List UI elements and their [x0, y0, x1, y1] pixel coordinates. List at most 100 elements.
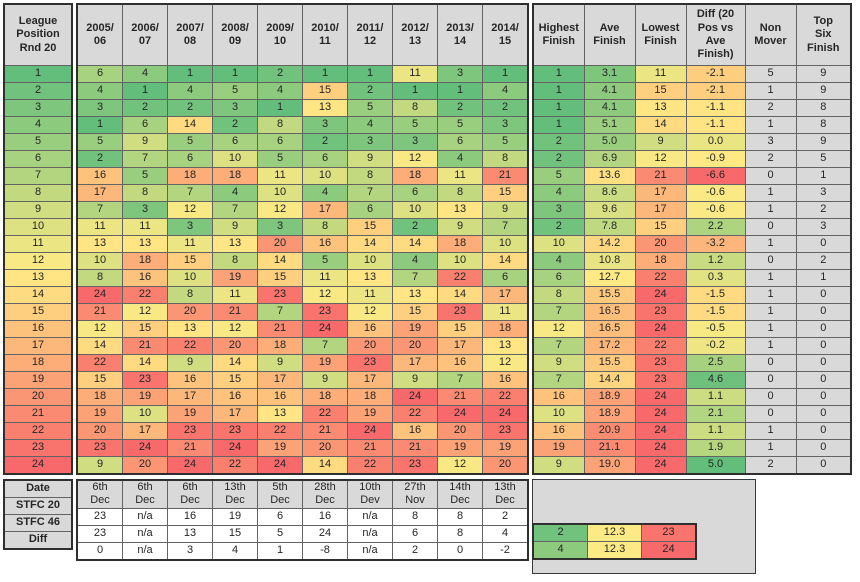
season-value-cell: 16	[437, 354, 483, 372]
date-cell: 10th Dev	[347, 479, 393, 509]
table-row: 20 17 23 23 22 21 24 16 20 23	[76, 422, 529, 440]
non-mover-cell: 1	[744, 320, 797, 338]
diff-cell: -2.1	[685, 65, 746, 83]
season-value-cell: 12	[212, 320, 258, 338]
footer-value-cell: 23	[76, 507, 123, 526]
season-value-cell: 1	[302, 65, 348, 83]
season-value-cell: 6	[302, 150, 348, 168]
lowest-finish-cell: 21	[634, 167, 687, 185]
season-value-cell: 13	[482, 337, 529, 355]
season-value-cell: 19	[76, 405, 123, 423]
season-value-cell: 1	[347, 65, 393, 83]
highest-finish-cell: 3	[532, 201, 585, 219]
season-value-cell: 4	[122, 65, 168, 83]
ave-finish-cell: 21.1	[583, 439, 636, 457]
non-mover-cell: 2	[744, 99, 797, 117]
season-value-cell: 23	[392, 456, 438, 475]
position-column-table: League Position Rnd 20 1 2 3 4 5 6 7 8 9 10 11 12 13…	[3, 3, 73, 475]
season-value-cell: 22	[482, 388, 529, 406]
table-row: 10 18 15 8 14 5 10 4 10 14	[76, 252, 529, 270]
season-value-cell: 13	[212, 235, 258, 253]
footer-value-cell: 4	[482, 524, 529, 543]
season-value-cell: 19	[347, 405, 393, 423]
non-mover-cell: 2	[744, 150, 797, 168]
highest-finish-cell: 2	[532, 150, 585, 168]
season-value-cell: 4	[482, 82, 529, 100]
season-value-cell: 22	[437, 269, 483, 287]
season-value-cell: 2	[347, 82, 393, 100]
footer-value-cell: 8	[392, 507, 438, 526]
position-cell: 7	[3, 167, 73, 185]
season-value-cell: 20	[122, 456, 168, 475]
season-value-cell: 19	[257, 439, 303, 457]
diff-cell: 2.2	[685, 218, 746, 236]
table-row: 6	[3, 150, 73, 168]
highest-finish-cell: 2	[532, 218, 585, 236]
season-header: 2010/ 11	[302, 3, 348, 66]
season-value-cell: 8	[257, 116, 303, 134]
season-value-cell: 6	[482, 269, 529, 287]
season-value-cell: 20	[167, 303, 213, 321]
table-row: 15 23 16 15 17 9 17 9 7 16	[76, 371, 529, 389]
table-row: Date	[3, 479, 73, 498]
season-value-cell: 21	[76, 303, 123, 321]
header-row: Highest Finish Ave Finish Lowest Finish Dif…	[532, 3, 852, 66]
lowest-finish-cell: 23	[634, 354, 687, 372]
table-row: 23 n/a 16 19 6 16 n/a 8 8 2	[76, 507, 529, 526]
season-value-cell: 22	[167, 337, 213, 355]
table-row: 13 13 11 13 20 16 14 14 18 10	[76, 235, 529, 253]
table-row: 12	[3, 252, 73, 270]
highest-finish-cell: 4	[532, 184, 585, 202]
season-value-cell: 19	[392, 320, 438, 338]
season-value-cell: 4	[167, 82, 213, 100]
highest-finish-cell: 1	[532, 65, 585, 83]
season-value-cell: 14	[437, 286, 483, 304]
season-value-cell: 2	[167, 99, 213, 117]
table-row: 16	[3, 320, 73, 338]
highest-finish-cell: 9	[532, 354, 585, 372]
lowest-finish-cell: 14	[634, 116, 687, 134]
header-row: League Position Rnd 20	[3, 3, 73, 66]
season-value-cell: 2	[302, 133, 348, 151]
lowest-finish-cell: 24	[634, 456, 687, 475]
footer-value-cell: 8	[437, 507, 483, 526]
non-mover-cell: 1	[744, 201, 797, 219]
header-row: 2005/ 06 2006/ 07 2007/ 08 2008/ 09 2009/ 10…	[76, 3, 529, 66]
season-value-cell: 17	[212, 405, 258, 423]
non-mover-cell: 1	[744, 184, 797, 202]
footer-value-cell: 6	[257, 507, 303, 526]
season-value-cell: 23	[257, 286, 303, 304]
season-value-cell: 7	[302, 337, 348, 355]
season-value-cell: 13	[437, 201, 483, 219]
season-value-cell: 22	[392, 405, 438, 423]
season-value-cell: 21	[257, 320, 303, 338]
lowest-finish-cell: 17	[634, 184, 687, 202]
position-cell: 13	[3, 269, 73, 287]
season-value-cell: 19	[167, 405, 213, 423]
diff-cell: -0.9	[685, 150, 746, 168]
season-value-cell: 18	[122, 252, 168, 270]
highest-finish-cell: 1	[532, 99, 585, 117]
top-six-cell: 0	[795, 388, 852, 406]
season-value-cell: 23	[482, 422, 529, 440]
table-row: 22 14 9 14 9 19 23 17 16 12	[76, 354, 529, 372]
table-row: 8	[3, 184, 73, 202]
season-value-cell: 4	[437, 150, 483, 168]
footer-value-cell: -2	[482, 541, 529, 561]
table-row: 21	[3, 405, 73, 423]
table-row: 1 4.1 15 -2.1 1 9	[532, 82, 852, 100]
top-six-cell: 0	[795, 439, 852, 457]
footer-value-cell: 5	[257, 524, 303, 543]
season-value-cell: 10	[76, 252, 123, 270]
season-value-cell: 17	[76, 184, 123, 202]
non-mover-cell: 1	[744, 439, 797, 457]
season-value-cell: 19	[437, 439, 483, 457]
table-row: 23	[3, 439, 73, 457]
season-value-cell: 10	[302, 167, 348, 185]
season-value-cell: 12	[302, 286, 348, 304]
footer-value-cell: 16	[167, 507, 213, 526]
highest-finish-cell: 7	[532, 303, 585, 321]
diff-cell: 0.3	[685, 269, 746, 287]
season-value-cell: 11	[257, 167, 303, 185]
date-cell: 13th Dec	[482, 479, 529, 509]
